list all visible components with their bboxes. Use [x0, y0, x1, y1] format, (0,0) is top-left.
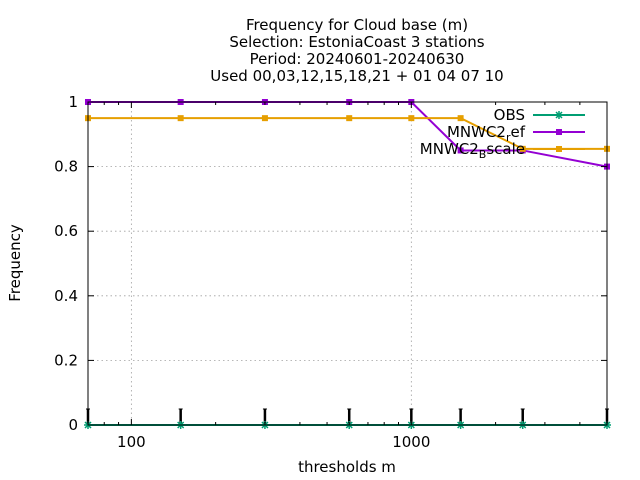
chart-title: Frequency for Cloud base (m)Selection: E… [210, 16, 503, 85]
chart-title-line: Frequency for Cloud base (m) [246, 16, 468, 34]
legend-marker [556, 129, 562, 135]
legend-item: MNWC2ref [447, 123, 585, 144]
plot-frame [87, 101, 608, 426]
y-axis-label: Frequency [6, 224, 24, 302]
data-point [457, 147, 464, 154]
series-mnwc2-bscale [85, 115, 610, 152]
y-tick-label: 1 [68, 93, 78, 111]
data-point [177, 115, 184, 122]
axis-ticks: 0 0.2 0.4 0.6 0.8 1 100 1000 [54, 93, 608, 451]
data-point [346, 115, 353, 122]
series-line [88, 117, 607, 150]
legend-label: MNWC2ref [447, 123, 526, 144]
y-tick-label: 0.6 [54, 222, 78, 240]
y-tick-label: 0.4 [54, 287, 78, 305]
chart-title-line: Used 00,03,12,15,18,21 + 01 04 07 10 [210, 67, 503, 85]
legend-marker [555, 111, 563, 119]
data-point [519, 145, 526, 152]
chart-title-line: Period: 20240601-20240630 [250, 50, 465, 68]
series-line [88, 101, 608, 168]
legend-label: MNWC2Bscale [420, 140, 525, 161]
legend-item: MNWC2Bscale [420, 140, 585, 161]
x-axis-label: thresholds m [298, 458, 396, 476]
chart-title-line: Selection: EstoniaCoast 3 stations [229, 33, 484, 51]
y-tick-label: 0.2 [54, 351, 78, 369]
y-tick-label: 0 [68, 416, 78, 434]
legend-marker [556, 146, 562, 152]
grid-lines [88, 102, 607, 425]
data-point [261, 115, 268, 122]
data-point [457, 115, 464, 122]
x-tick-label: 100 [117, 433, 146, 451]
x-tick-label: 1000 [392, 433, 430, 451]
y-tick-label: 0.8 [54, 158, 78, 176]
marker-stroke [555, 111, 563, 119]
series-mnwc2-ref [85, 99, 610, 170]
data-point [408, 115, 415, 122]
series-lines [84, 99, 611, 429]
legend-item: OBS [494, 106, 585, 124]
legend-label: OBS [494, 106, 525, 124]
